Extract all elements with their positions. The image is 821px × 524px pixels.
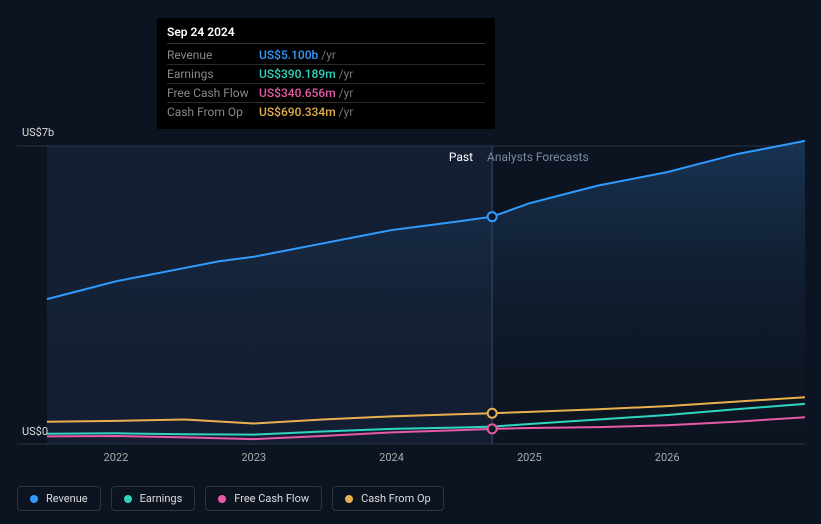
- legend-item[interactable]: Earnings: [111, 486, 196, 511]
- legend-label: Cash From Op: [361, 492, 431, 505]
- yaxis-bottom-label: US$0: [22, 425, 48, 438]
- tooltip-row-value: US$5.100b: [259, 48, 318, 62]
- tooltip-row-value: US$690.334m: [259, 105, 336, 119]
- tooltip-row-unit: /yr: [339, 105, 354, 119]
- legend: Revenue Earnings Free Cash Flow Cash From O…: [17, 486, 444, 511]
- tooltip-row-unit: /yr: [321, 48, 336, 62]
- legend-item[interactable]: Free Cash Flow: [205, 486, 322, 511]
- legend-marker: [124, 495, 132, 503]
- tooltip-row: Cash From OpUS$690.334m/yr: [167, 103, 485, 121]
- legend-marker: [30, 495, 38, 503]
- tooltip-row-value: US$340.656m: [259, 86, 336, 100]
- tooltip-row-unit: /yr: [339, 67, 354, 81]
- tooltip-date: Sep 24 2024: [167, 25, 485, 44]
- xaxis-label: 2026: [655, 451, 680, 464]
- xaxis-label: 2025: [517, 451, 542, 464]
- tooltip-row: EarningsUS$390.189m/yr: [167, 65, 485, 84]
- legend-label: Revenue: [46, 492, 88, 505]
- tooltip-row: Free Cash FlowUS$340.656m/yr: [167, 84, 485, 103]
- tooltip-row: RevenueUS$5.100b/yr: [167, 46, 485, 65]
- legend-marker: [345, 495, 353, 503]
- tooltip-row-label: Cash From Op: [167, 105, 259, 119]
- legend-marker: [218, 495, 226, 503]
- tooltip: Sep 24 2024 RevenueUS$5.100b/yrEarningsU…: [157, 18, 495, 129]
- region-past-label: Past: [449, 150, 473, 164]
- region-forecast-label: Analysts Forecasts: [487, 150, 589, 164]
- tooltip-row-value: US$390.189m: [259, 67, 336, 81]
- tooltip-row-label: Revenue: [167, 48, 259, 62]
- yaxis-top-label: US$7b: [22, 126, 54, 139]
- tooltip-rows: RevenueUS$5.100b/yrEarningsUS$390.189m/y…: [167, 46, 485, 121]
- chart-container: US$7b US$0 Past Analysts Forecasts 2022 2…: [17, 0, 805, 524]
- tooltip-row-unit: /yr: [339, 86, 354, 100]
- legend-label: Earnings: [140, 492, 183, 505]
- legend-item[interactable]: Revenue: [17, 486, 101, 511]
- xaxis-label: 2023: [241, 451, 266, 464]
- legend-item[interactable]: Cash From Op: [332, 486, 444, 511]
- legend-label: Free Cash Flow: [234, 492, 309, 505]
- xaxis-label: 2024: [379, 451, 404, 464]
- tooltip-row-label: Earnings: [167, 67, 259, 81]
- tooltip-row-label: Free Cash Flow: [167, 86, 259, 100]
- xaxis-label: 2022: [104, 451, 129, 464]
